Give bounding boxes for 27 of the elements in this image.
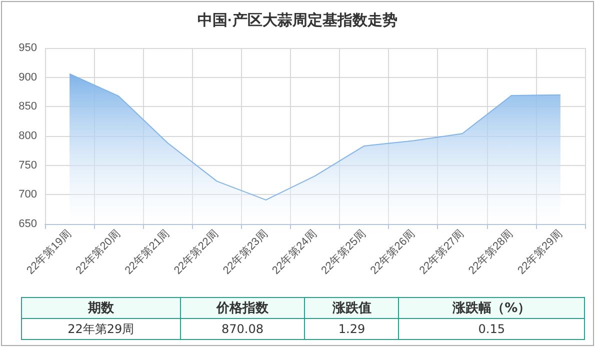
y-tick-label: 650 <box>18 218 37 230</box>
y-tick-label: 750 <box>18 159 37 172</box>
x-tick-label: 22年第29周 <box>516 228 565 277</box>
x-tick-label: 22年第27周 <box>417 228 467 277</box>
x-tick-label: 22年第20周 <box>74 228 123 277</box>
x-tick-label: 22年第26周 <box>368 228 418 277</box>
text: 涨跌值 <box>304 298 399 318</box>
text: 22年第29周 <box>22 318 180 340</box>
chart-title: 中国·产区大蒜周定基指数走势 <box>198 11 398 29</box>
text: 价格指数 <box>180 298 305 318</box>
x-tick-label: 22年第23周 <box>221 228 270 277</box>
text: 0.15 <box>398 318 584 340</box>
y-tick-label: 850 <box>18 100 37 113</box>
y-tick-label: 700 <box>18 188 37 201</box>
x-tick-label: 22年第28周 <box>466 228 516 277</box>
x-tick-label: 22年第25周 <box>319 228 368 277</box>
text: 涨跌幅（%） <box>398 298 584 318</box>
y-tick-label: 950 <box>18 42 37 54</box>
text: 期数 <box>22 298 180 318</box>
y-tick-label: 800 <box>18 130 37 142</box>
x-tick-label: 22年第21周 <box>122 228 172 277</box>
x-tick-label: 22年第19周 <box>24 228 74 277</box>
x-tick-label: 22年第24周 <box>270 228 320 277</box>
text: 870.08 <box>180 318 305 340</box>
y-tick-label: 900 <box>18 71 37 84</box>
x-tick-label: 22年第22周 <box>172 228 222 277</box>
text: 1.29 <box>304 318 399 340</box>
